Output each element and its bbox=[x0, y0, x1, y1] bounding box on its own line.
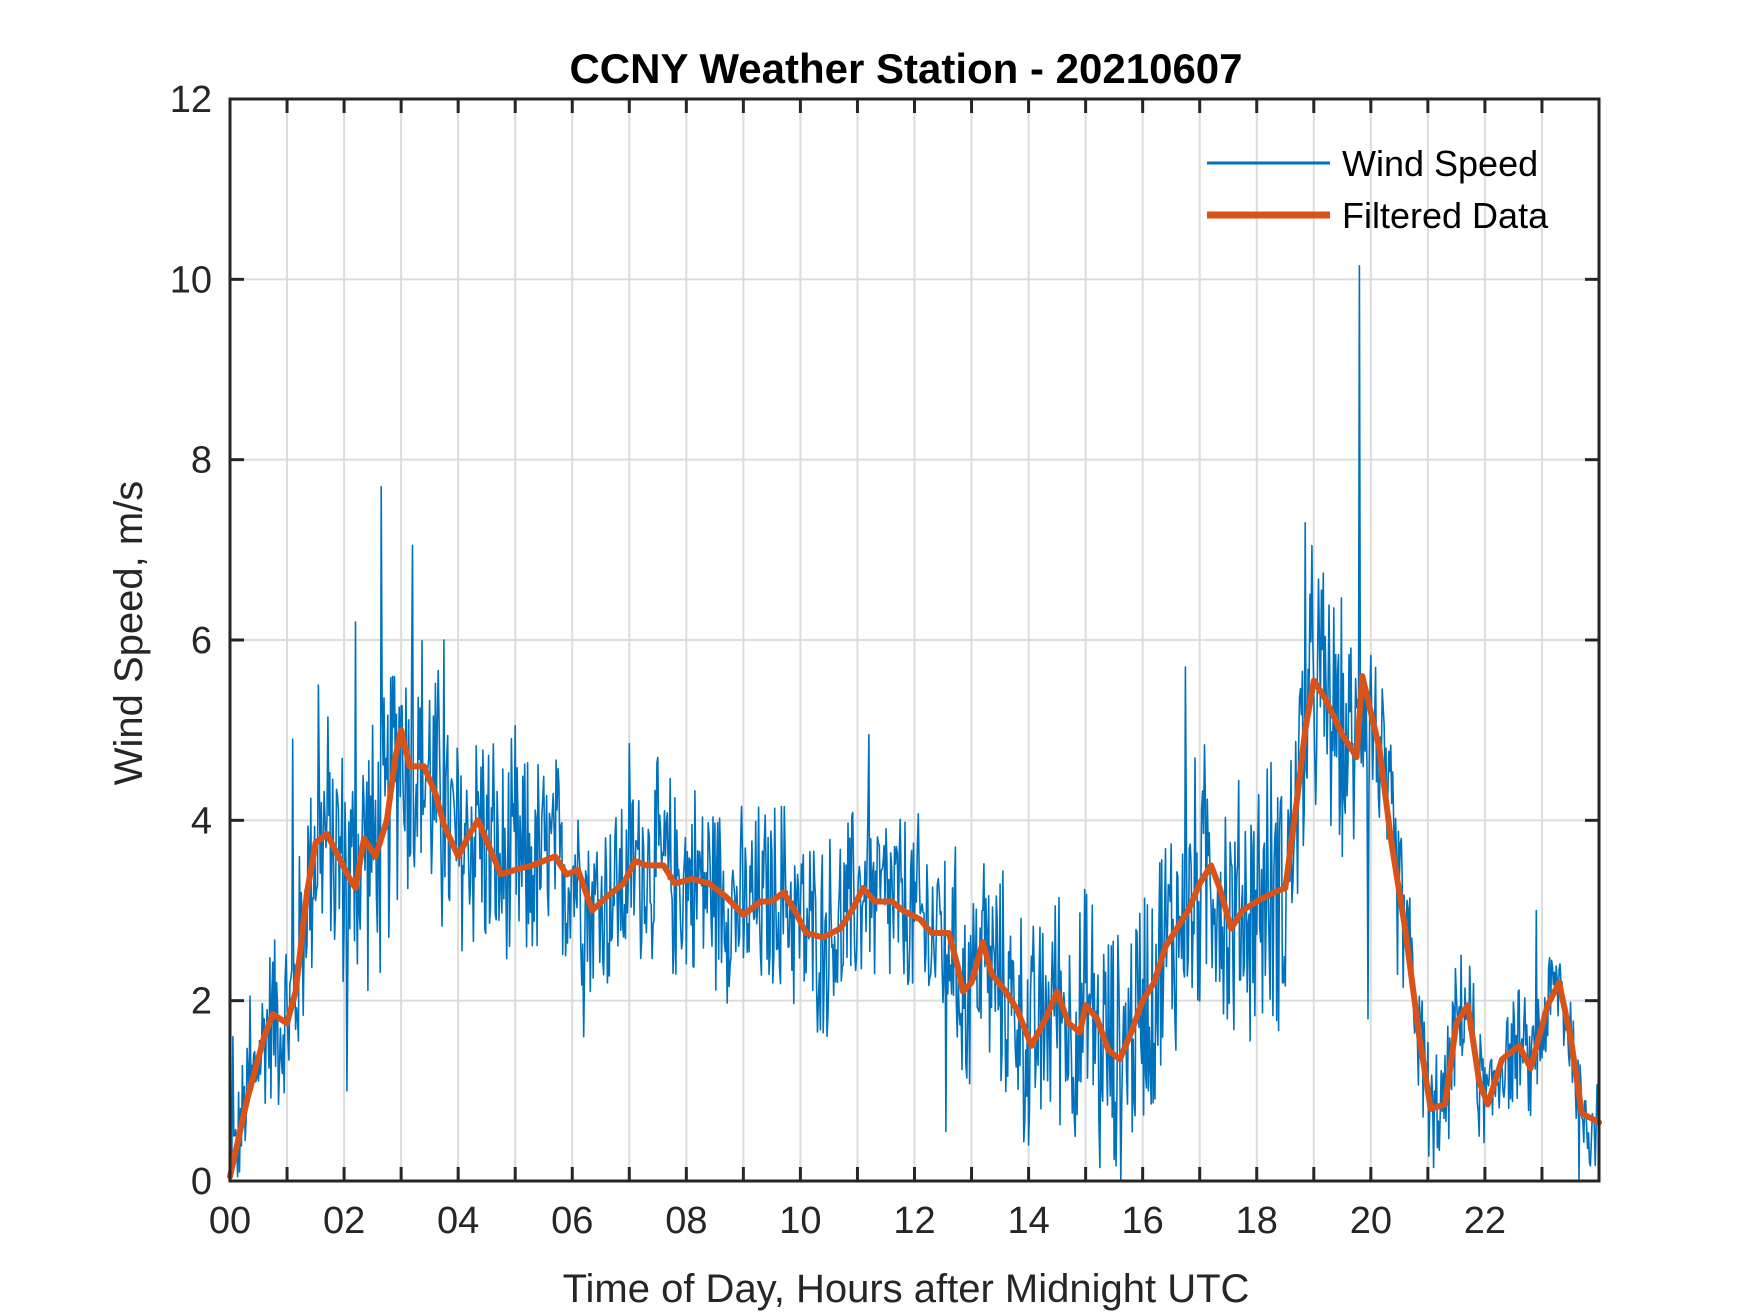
legend-label-wind-speed: Wind Speed bbox=[1342, 143, 1538, 184]
legend: Wind Speed Filtered Data bbox=[1207, 143, 1549, 236]
filtered-data-line bbox=[227, 673, 1602, 1180]
chart-title: CCNY Weather Station - 20210607 bbox=[569, 45, 1242, 92]
y-tick-label: 12 bbox=[170, 79, 212, 121]
x-tick-label: 14 bbox=[1007, 1200, 1049, 1242]
y-tick-label: 8 bbox=[191, 440, 212, 482]
legend-label-filtered-data: Filtered Data bbox=[1342, 195, 1549, 236]
y-tick-label: 2 bbox=[191, 981, 212, 1023]
axes bbox=[228, 97, 1601, 1183]
x-tick-label: 02 bbox=[323, 1200, 365, 1242]
x-tick-label: 04 bbox=[437, 1200, 479, 1242]
y-tick-label: 6 bbox=[191, 620, 212, 662]
x-tick-label: 00 bbox=[209, 1200, 251, 1242]
grid bbox=[230, 99, 1599, 1181]
series-wind-speed bbox=[229, 264, 1600, 1182]
x-tick-label: 18 bbox=[1236, 1200, 1278, 1242]
x-tick-label: 08 bbox=[665, 1200, 707, 1242]
x-tick-label: 20 bbox=[1350, 1200, 1392, 1242]
x-tick-label: 10 bbox=[779, 1200, 821, 1242]
x-tick-label: 12 bbox=[893, 1200, 935, 1242]
y-tick-label: 0 bbox=[191, 1161, 212, 1203]
y-tick-label: 10 bbox=[170, 259, 212, 301]
series-filtered-data bbox=[227, 673, 1602, 1180]
x-axis-label: Time of Day, Hours after Midnight UTC bbox=[563, 1267, 1250, 1311]
wind-speed-line bbox=[229, 264, 1600, 1182]
x-tick-label: 06 bbox=[551, 1200, 593, 1242]
x-tick-label: 16 bbox=[1122, 1200, 1164, 1242]
x-tick-label: 22 bbox=[1464, 1200, 1506, 1242]
y-axis-label: Wind Speed, m/s bbox=[107, 481, 151, 786]
y-tick-label: 4 bbox=[191, 800, 212, 842]
